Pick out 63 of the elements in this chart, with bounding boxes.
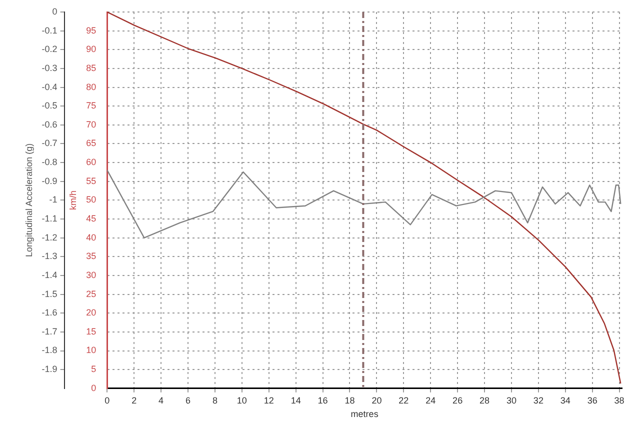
y2-tick-label: 35 bbox=[86, 251, 96, 262]
x-tick-label: 26 bbox=[452, 395, 463, 406]
x-tick-label: 22 bbox=[398, 395, 409, 406]
x-tick-label: 18 bbox=[344, 395, 355, 406]
y-tick-label: -0.2 bbox=[42, 44, 58, 54]
y2-tick-label: 15 bbox=[86, 326, 96, 336]
y-tick-label: -1.8 bbox=[42, 345, 58, 356]
x-tick-label: 14 bbox=[290, 395, 301, 406]
x-tick-label: 10 bbox=[236, 395, 247, 406]
x-tick-label: 6 bbox=[185, 395, 190, 406]
x-tick-label: 30 bbox=[506, 395, 516, 406]
y-tick-label: -1.7 bbox=[42, 326, 58, 336]
y-tick-label: -0.6 bbox=[42, 119, 58, 130]
y-tick-label: -1.9 bbox=[42, 364, 58, 374]
y-tick-label: -0.4 bbox=[42, 82, 58, 92]
y2-axis-title: km/h bbox=[68, 190, 78, 210]
x-tick-label: 4 bbox=[158, 395, 164, 406]
y2-tick-label: 30 bbox=[86, 270, 96, 280]
x-tick-label: 38 bbox=[614, 395, 624, 406]
y2-tick-label: 10 bbox=[86, 345, 96, 356]
y-tick-label: -1 bbox=[49, 194, 58, 205]
y2-tick-label: 0 bbox=[91, 382, 96, 393]
y2-tick-label: 5 bbox=[91, 364, 96, 374]
y2-tick-label: 80 bbox=[86, 82, 96, 92]
y-tick-label: -0.9 bbox=[42, 176, 58, 186]
y-tick-label: -1.6 bbox=[42, 308, 58, 318]
y-tick-label: -0.5 bbox=[42, 100, 58, 111]
x-tick-label: 20 bbox=[372, 395, 382, 406]
y2-tick-label: 60 bbox=[86, 157, 96, 168]
x-tick-label: 12 bbox=[264, 395, 274, 406]
y2-tick-label: 65 bbox=[86, 138, 96, 148]
y2-tick-label: 85 bbox=[86, 62, 96, 73]
x-tick-label: 2 bbox=[132, 395, 137, 406]
y2-tick-label: 40 bbox=[86, 232, 96, 242]
y2-tick-label: 95 bbox=[86, 25, 96, 36]
x-tick-label: 0 bbox=[104, 395, 110, 406]
y2-tick-label: 25 bbox=[86, 288, 96, 299]
x-axis-title: metres bbox=[350, 409, 379, 420]
y-tick-label: -0.3 bbox=[42, 62, 58, 73]
y-tick-label: -1.4 bbox=[42, 270, 58, 280]
y-tick-label: -0.1 bbox=[42, 25, 58, 36]
y2-tick-label: 45 bbox=[86, 214, 96, 224]
x-tick-label: 16 bbox=[318, 395, 328, 406]
y-tick-label: -1.5 bbox=[42, 288, 58, 299]
x-tick-label: 34 bbox=[560, 395, 570, 406]
x-tick-label: 36 bbox=[587, 395, 598, 406]
y-tick-label: -1.2 bbox=[42, 232, 58, 242]
y-tick-label: -0.7 bbox=[42, 138, 58, 148]
y2-tick-label: 75 bbox=[86, 100, 96, 111]
y2-tick-label: 50 bbox=[86, 194, 96, 205]
y-axis-title: Longitudinal Acceleration (g) bbox=[24, 143, 34, 257]
y-tick-label: -1.3 bbox=[42, 251, 58, 262]
y2-tick-label: 20 bbox=[86, 308, 96, 318]
y-tick-label: -0.8 bbox=[42, 157, 58, 168]
y-tick-label: -1.1 bbox=[42, 214, 58, 224]
x-tick-label: 28 bbox=[480, 395, 490, 406]
y-tick-label: 0 bbox=[52, 6, 58, 16]
x-tick-label: 32 bbox=[533, 395, 544, 406]
x-tick-label: 24 bbox=[426, 395, 436, 406]
y2-tick-label: 55 bbox=[86, 176, 96, 186]
y2-tick-label: 90 bbox=[86, 44, 96, 54]
y2-tick-label: 70 bbox=[86, 119, 96, 130]
x-tick-label: 8 bbox=[212, 395, 218, 406]
